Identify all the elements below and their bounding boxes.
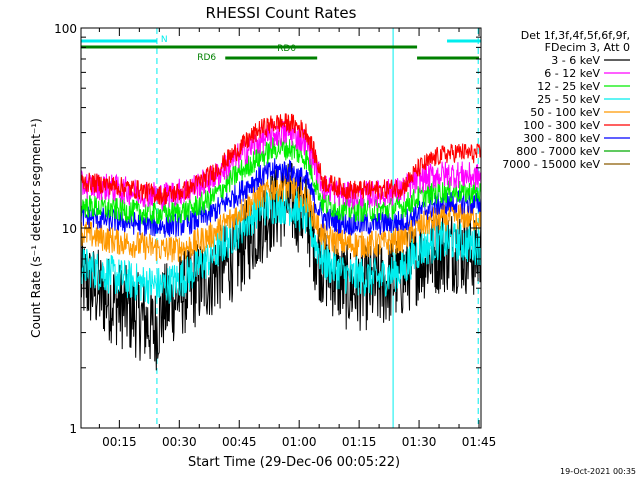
x-tick-label: 00:15 [102,435,137,449]
y-tick-label: 1 [69,422,77,436]
y-axis-label: Count Rate (s⁻¹ detector segment⁻¹) [29,118,43,338]
footer-timestamp: 19-Oct-2021 00:35 [560,467,636,476]
attenuator-label: N [161,35,168,45]
legend-header: Det 1f,3f,4f,5f,6f,9f, [521,29,630,42]
attenuator-label: RD6 [197,53,216,63]
chart-title: RHESSI Count Rates [206,4,357,22]
y-tick-label: 10 [62,222,77,236]
x-tick-label: 01:30 [402,435,437,449]
legend-entry-label: 6 - 12 keV [544,67,600,80]
x-tick-label: 00:30 [162,435,197,449]
x-tick-label: 00:45 [222,435,257,449]
series-line [81,113,481,206]
attenuator-label: RD0 [277,44,296,54]
legend-entry-label: 3 - 6 keV [551,54,600,67]
legend-header: FDecim 3, Att 0 [545,41,630,54]
legend-entry-label: 7000 - 15000 keV [502,158,600,171]
x-tick-label: 01:15 [342,435,377,449]
x-tick-label: 01:00 [282,435,317,449]
x-tick-label: 01:45 [462,435,497,449]
legend-entry-label: 25 - 50 keV [537,93,600,106]
legend-entry-label: 50 - 100 keV [530,106,600,119]
legend-entry-label: 800 - 7000 keV [516,145,600,158]
legend-entry-label: 12 - 25 keV [537,80,600,93]
legend: Det 1f,3f,4f,5f,6f,9f,FDecim 3, Att 03 -… [502,29,630,171]
legend-entry-label: 100 - 300 keV [523,119,600,132]
x-axis-label: Start Time (29-Dec-06 00:05:22) [188,455,400,470]
series-line [81,187,481,305]
legend-entry-label: 300 - 800 keV [523,132,600,145]
y-tick-label: 100 [54,22,77,36]
